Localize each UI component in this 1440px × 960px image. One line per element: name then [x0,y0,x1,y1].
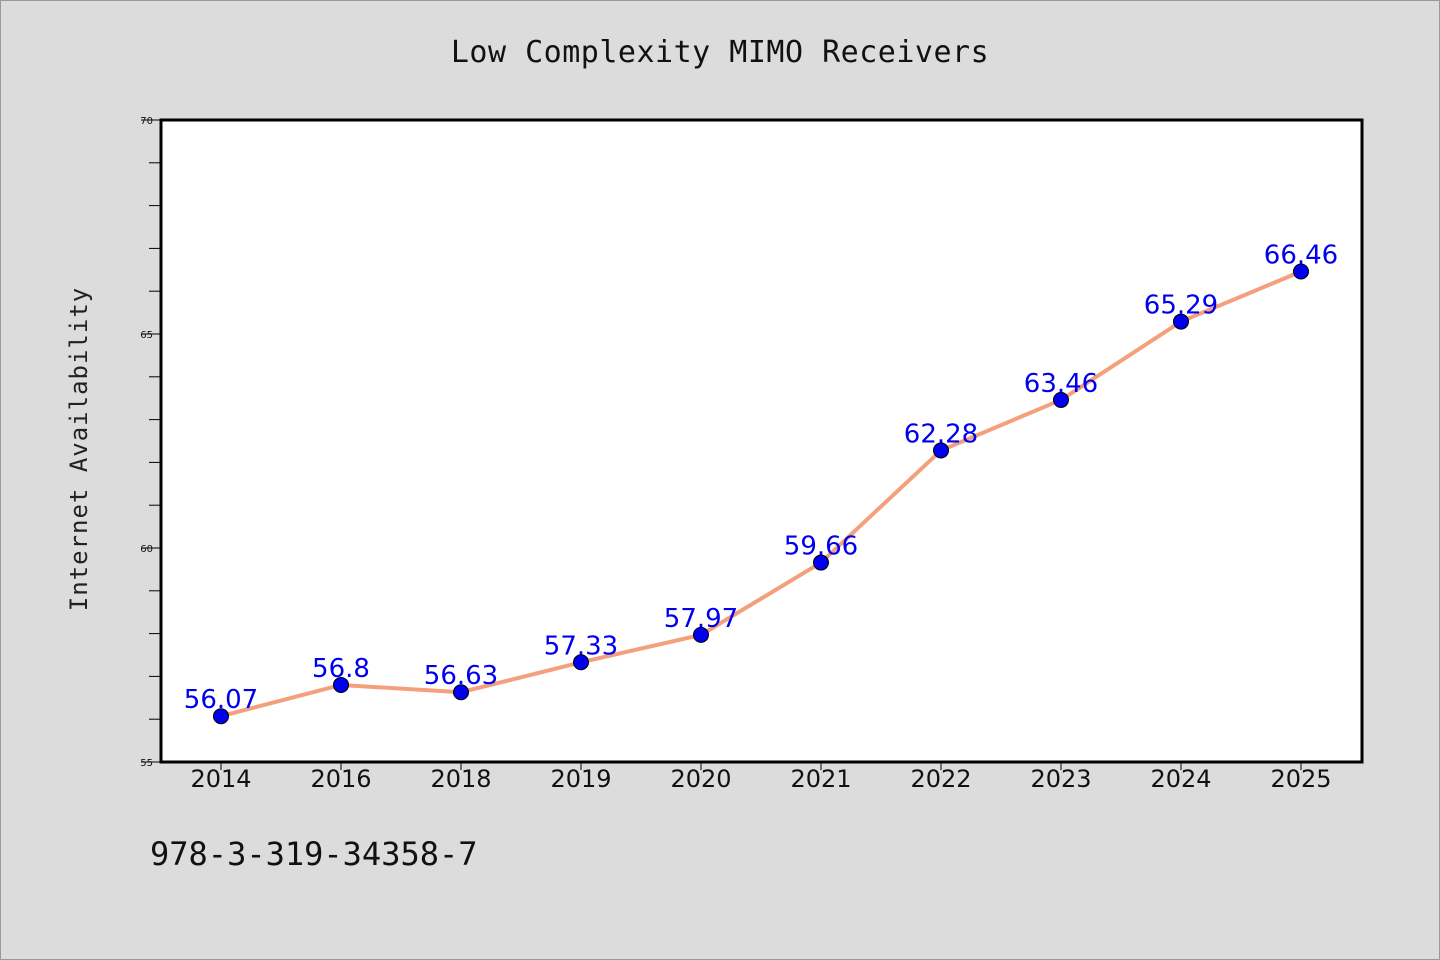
y-axis-ticks: 55 60 65 70 [140,116,160,769]
x-tick-label: 2025 [1270,765,1331,793]
series-line [219,269,1303,719]
data-point [1173,313,1189,330]
series-line-group [219,269,1303,719]
x-axis-ticks: 2014 2016 2018 2019 2020 2021 2022 2023 2024 2025 [190,763,1332,793]
x-tick-label: 2016 [310,765,371,793]
data-point [453,684,469,701]
data-point [933,442,949,459]
x-tick-label: 2021 [790,765,851,793]
data-point [1293,263,1309,280]
x-tick-label: 2020 [670,765,731,793]
x-tick-label: 2014 [190,765,251,793]
data-label: 57.97 [664,604,738,634]
data-label: 56.8 [312,654,370,684]
data-point [693,626,709,643]
y-tick-label: 55 [140,758,153,769]
x-tick-label: 2018 [430,765,491,793]
data-label: 59.66 [784,532,858,562]
isbn-text: 978-3-319-34358-7 [150,835,478,873]
data-point [1053,391,1069,408]
data-point [813,554,829,571]
data-label: 57.33 [544,631,618,661]
data-label: 63.46 [1024,369,1098,399]
data-point [333,676,349,693]
data-label: 62.28 [904,419,978,449]
y-tick-label: 70 [140,116,153,127]
data-label: 56.63 [424,661,498,691]
data-labels-group: 56.07 56.8 56.63 57.33 57.97 59.66 62.28 63.46 6… [184,241,1338,716]
data-label: 65.29 [1144,291,1218,321]
y-tick-label: 60 [140,544,153,555]
data-label: 56.07 [184,685,258,715]
x-tick-label: 2022 [910,765,971,793]
plot-area [159,118,1364,764]
x-tick-label: 2024 [1150,765,1211,793]
data-label: 66.46 [1264,241,1338,271]
series-points-group [213,263,1309,725]
data-point [213,708,229,725]
y-tick-label: 65 [140,330,153,341]
x-tick-label: 2019 [550,765,611,793]
data-point [573,654,589,671]
chart-title: Low Complexity MIMO Receivers [450,35,990,70]
x-tick-label: 2023 [1030,765,1091,793]
